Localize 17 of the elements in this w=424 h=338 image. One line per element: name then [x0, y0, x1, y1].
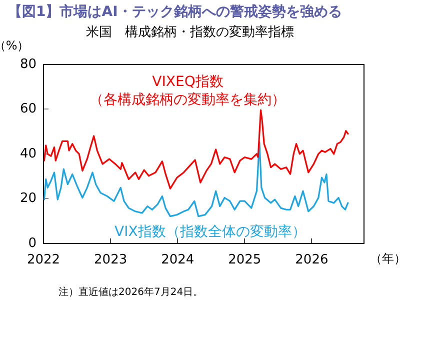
- y-tick-label: 0: [28, 236, 37, 251]
- y-tick-label: 80: [20, 56, 37, 72]
- y-axis-title: （%）: [0, 38, 30, 53]
- x-tick-label: 2025: [228, 252, 262, 268]
- y-tick-label: 20: [20, 191, 37, 206]
- y-tick-label: 60: [20, 102, 37, 117]
- chart-title: 【図1】市場はAI・テック銘柄への警戒姿勢を強める: [8, 3, 342, 20]
- y-tick-label: 40: [20, 146, 37, 162]
- x-axis-title: （年）: [370, 252, 406, 266]
- x-tick-label: 2022: [26, 252, 60, 268]
- text: 注）直近値は2026年7月24日。: [58, 286, 204, 298]
- series-label: VIXEQ指数（各構成銘柄の変動率を集約）: [90, 74, 286, 108]
- series-label: VIX指数（指数全体の変動率）: [114, 224, 306, 240]
- x-tick-label: 2026: [295, 252, 328, 268]
- chart-subtitle: 米国 構成銘柄・指数の変動率指標: [86, 24, 294, 40]
- x-tick-label: 2024: [161, 252, 194, 268]
- x-tick-label: 2023: [94, 252, 128, 268]
